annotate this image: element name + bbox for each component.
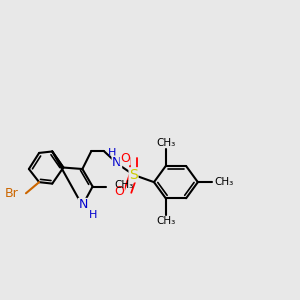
Text: CH₃: CH₃ — [156, 138, 175, 148]
Text: O: O — [120, 152, 130, 165]
Text: Br: Br — [5, 187, 19, 200]
Text: S: S — [129, 168, 138, 182]
Text: CH₃: CH₃ — [114, 180, 133, 190]
Text: CH₃: CH₃ — [156, 216, 175, 226]
Text: H: H — [108, 148, 116, 158]
Text: CH₃: CH₃ — [214, 177, 233, 187]
Text: O: O — [114, 185, 124, 198]
Text: N: N — [78, 199, 88, 212]
Text: N: N — [112, 156, 122, 169]
Text: H: H — [89, 210, 97, 220]
